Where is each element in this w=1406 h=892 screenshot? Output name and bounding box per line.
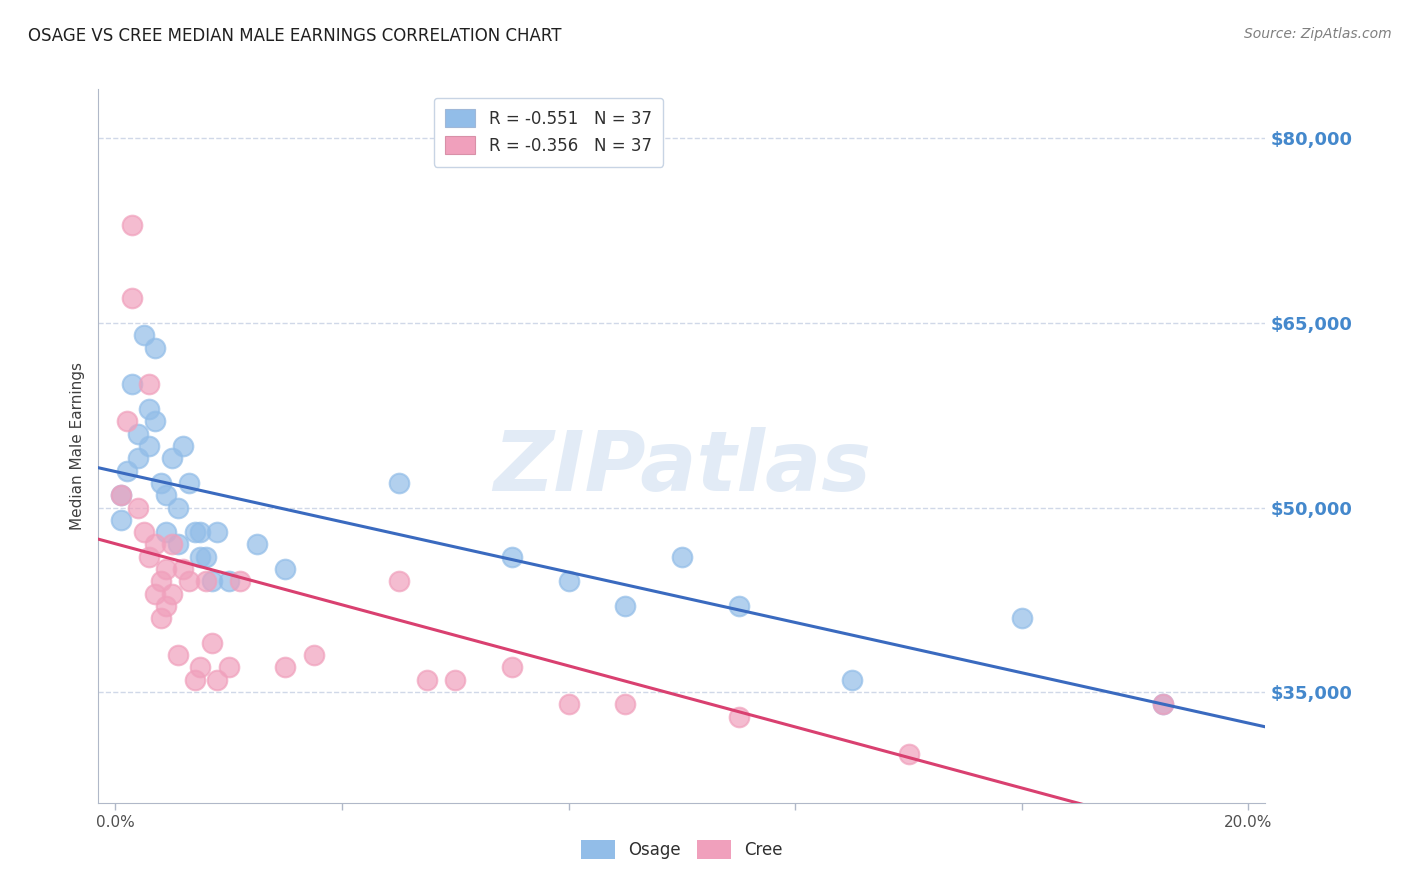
Point bbox=[190, 549, 212, 564]
Point bbox=[614, 698, 637, 712]
Point bbox=[127, 451, 149, 466]
Point bbox=[177, 475, 200, 490]
Point bbox=[138, 549, 160, 564]
Point bbox=[501, 660, 523, 674]
Point bbox=[160, 537, 183, 551]
Point bbox=[190, 660, 212, 674]
Point bbox=[727, 599, 749, 613]
Point bbox=[201, 636, 224, 650]
Point bbox=[110, 488, 132, 502]
Point bbox=[160, 587, 183, 601]
Point bbox=[190, 525, 212, 540]
Point bbox=[218, 660, 240, 674]
Point bbox=[132, 328, 155, 343]
Point bbox=[155, 525, 177, 540]
Point bbox=[195, 549, 218, 564]
Point bbox=[388, 574, 411, 589]
Point bbox=[614, 599, 637, 613]
Point bbox=[557, 698, 579, 712]
Point bbox=[388, 475, 411, 490]
Point bbox=[132, 525, 155, 540]
Point bbox=[1152, 698, 1174, 712]
Point bbox=[143, 414, 166, 428]
Point bbox=[183, 673, 205, 687]
Point bbox=[218, 574, 240, 589]
Point bbox=[172, 439, 194, 453]
Point bbox=[177, 574, 200, 589]
Point bbox=[138, 377, 160, 392]
Point bbox=[183, 525, 205, 540]
Point bbox=[246, 537, 269, 551]
Point bbox=[201, 574, 224, 589]
Point bbox=[121, 218, 143, 232]
Point bbox=[155, 488, 177, 502]
Point bbox=[115, 414, 138, 428]
Point bbox=[207, 673, 229, 687]
Point bbox=[229, 574, 252, 589]
Point bbox=[444, 673, 467, 687]
Point bbox=[1152, 698, 1174, 712]
Point bbox=[143, 341, 166, 355]
Point bbox=[155, 599, 177, 613]
Point bbox=[166, 648, 188, 662]
Point bbox=[127, 426, 149, 441]
Text: ZIPatlas: ZIPatlas bbox=[494, 427, 870, 508]
Point bbox=[166, 537, 188, 551]
Point bbox=[727, 709, 749, 723]
Point bbox=[557, 574, 579, 589]
Point bbox=[207, 525, 229, 540]
Point bbox=[841, 673, 863, 687]
Legend: Osage, Cree: Osage, Cree bbox=[575, 834, 789, 866]
Point bbox=[501, 549, 523, 564]
Point bbox=[274, 660, 297, 674]
Point bbox=[143, 537, 166, 551]
Point bbox=[127, 500, 149, 515]
Point bbox=[149, 611, 172, 625]
Point bbox=[143, 587, 166, 601]
Point bbox=[671, 549, 693, 564]
Text: OSAGE VS CREE MEDIAN MALE EARNINGS CORRELATION CHART: OSAGE VS CREE MEDIAN MALE EARNINGS CORRE… bbox=[28, 27, 561, 45]
Point bbox=[155, 562, 177, 576]
Point bbox=[274, 562, 297, 576]
Point bbox=[121, 291, 143, 305]
Point bbox=[110, 488, 132, 502]
Point bbox=[115, 464, 138, 478]
Point bbox=[110, 513, 132, 527]
Point bbox=[149, 574, 172, 589]
Point bbox=[1011, 611, 1033, 625]
Text: Source: ZipAtlas.com: Source: ZipAtlas.com bbox=[1244, 27, 1392, 41]
Point bbox=[121, 377, 143, 392]
Point bbox=[160, 451, 183, 466]
Point bbox=[172, 562, 194, 576]
Point bbox=[302, 648, 325, 662]
Point bbox=[416, 673, 439, 687]
Point bbox=[149, 475, 172, 490]
Point bbox=[138, 439, 160, 453]
Point bbox=[166, 500, 188, 515]
Point bbox=[897, 747, 920, 761]
Y-axis label: Median Male Earnings: Median Male Earnings bbox=[70, 362, 86, 530]
Point bbox=[195, 574, 218, 589]
Point bbox=[138, 402, 160, 417]
